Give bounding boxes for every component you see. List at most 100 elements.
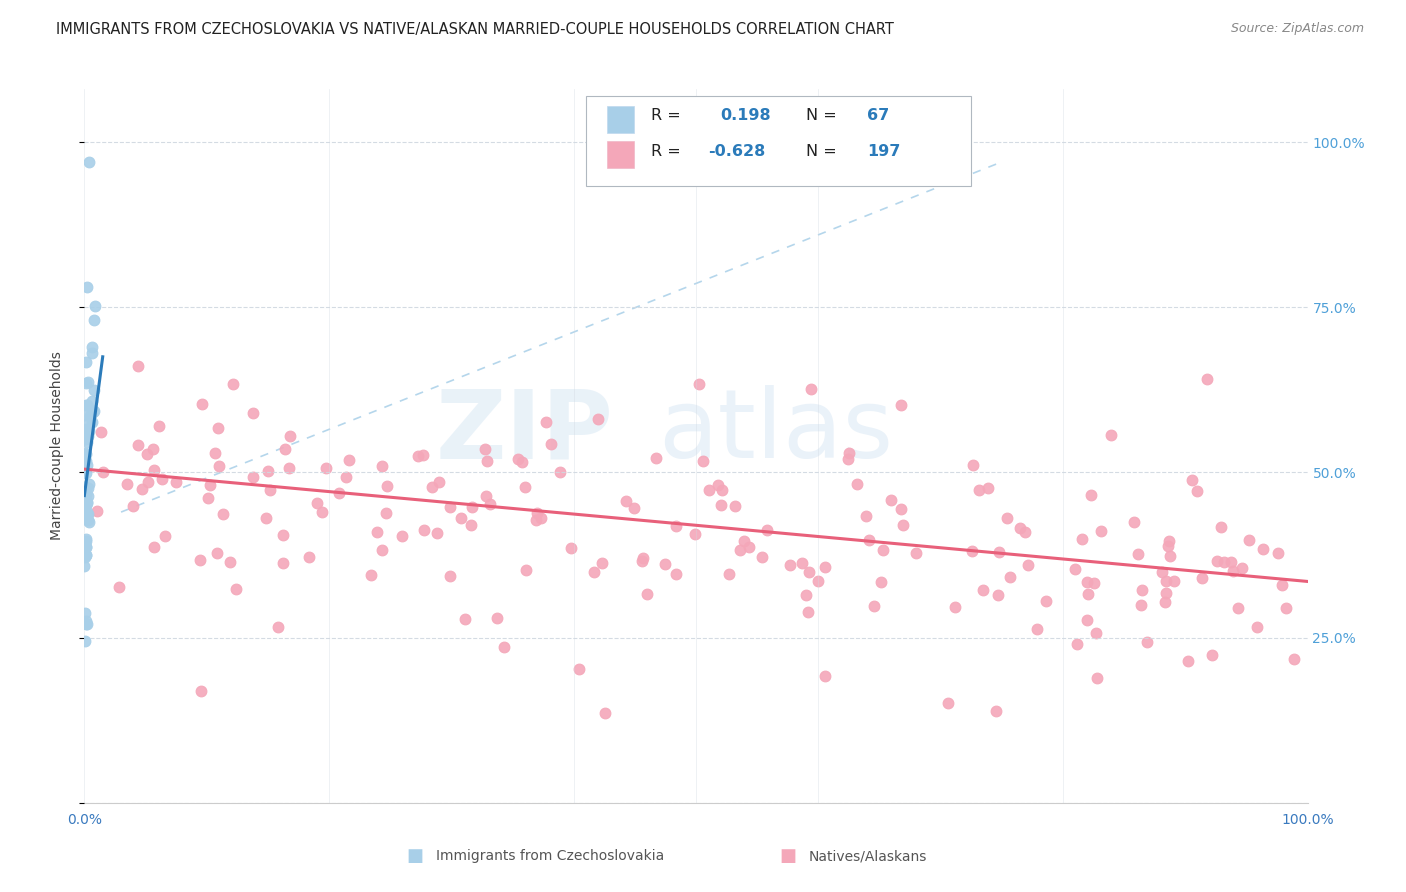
Point xyxy=(515,563,537,577)
Point xyxy=(335,469,357,483)
Point xyxy=(1212,555,1234,569)
Point xyxy=(256,464,278,478)
Point xyxy=(1154,595,1177,609)
Point xyxy=(311,506,333,520)
Point xyxy=(83,383,105,397)
Point xyxy=(75,634,97,648)
Text: Source: ZipAtlas.com: Source: ZipAtlas.com xyxy=(1230,22,1364,36)
Point xyxy=(73,426,96,441)
Point xyxy=(943,599,966,614)
Point xyxy=(219,555,242,569)
Point xyxy=(75,432,97,446)
Point xyxy=(73,483,96,497)
Point xyxy=(1159,549,1181,563)
Point xyxy=(75,548,97,562)
Point xyxy=(75,398,97,412)
Point xyxy=(375,479,398,493)
Point xyxy=(76,508,98,522)
Point xyxy=(420,479,443,493)
Point xyxy=(586,412,609,426)
Point xyxy=(75,614,97,628)
Point xyxy=(1077,587,1099,601)
Point xyxy=(540,437,562,451)
Point xyxy=(165,475,187,490)
FancyBboxPatch shape xyxy=(606,141,634,168)
Point xyxy=(77,516,100,530)
Point xyxy=(190,553,212,567)
Point xyxy=(1201,648,1223,663)
Point xyxy=(1083,576,1105,591)
Point xyxy=(76,489,98,503)
Text: 0.198: 0.198 xyxy=(720,109,770,123)
Point xyxy=(76,425,98,440)
Point xyxy=(75,483,97,498)
Point xyxy=(1084,626,1107,640)
Point xyxy=(79,476,101,491)
Point xyxy=(636,587,658,601)
Point xyxy=(1008,520,1031,534)
Point xyxy=(1181,473,1204,487)
Point xyxy=(1014,524,1036,539)
Point xyxy=(737,541,759,555)
Point xyxy=(1157,539,1180,553)
Point xyxy=(82,404,104,418)
Point xyxy=(76,416,98,430)
Point xyxy=(593,706,616,721)
Point xyxy=(665,518,688,533)
Point xyxy=(998,570,1021,584)
Point xyxy=(412,448,434,462)
Point xyxy=(75,355,97,369)
Point xyxy=(242,470,264,484)
Point xyxy=(904,546,927,560)
Point xyxy=(143,540,166,554)
Point xyxy=(374,506,396,520)
Point xyxy=(77,425,100,440)
Point xyxy=(75,483,97,498)
Point xyxy=(90,425,112,439)
Point xyxy=(880,493,903,508)
Point xyxy=(278,429,301,443)
Point xyxy=(73,480,96,494)
Point xyxy=(711,483,734,498)
Point xyxy=(148,419,170,434)
Point xyxy=(450,510,472,524)
Point xyxy=(524,513,547,527)
Point xyxy=(797,565,820,579)
Point xyxy=(190,683,212,698)
Point xyxy=(1085,672,1108,686)
Point xyxy=(1066,637,1088,651)
Point xyxy=(298,549,321,564)
Point xyxy=(960,544,983,558)
Point xyxy=(807,574,830,589)
Point xyxy=(75,376,97,390)
Point xyxy=(75,495,97,509)
Point xyxy=(1123,515,1146,529)
Point xyxy=(136,446,159,460)
Point xyxy=(1237,533,1260,548)
Point xyxy=(212,507,235,521)
Point xyxy=(1206,554,1229,568)
Point xyxy=(972,582,994,597)
Point xyxy=(77,154,100,169)
Point xyxy=(315,461,337,475)
Point xyxy=(790,556,813,570)
Point xyxy=(77,424,100,438)
Point xyxy=(75,549,97,564)
Point xyxy=(83,299,105,313)
Point xyxy=(366,525,388,540)
Point xyxy=(977,481,1000,495)
Text: IMMIGRANTS FROM CZECHOSLOVAKIA VS NATIVE/ALASKAN MARRIED-COUPLE HOUSEHOLDS CORRE: IMMIGRANTS FROM CZECHOSLOVAKIA VS NATIVE… xyxy=(56,22,894,37)
Point xyxy=(862,599,884,613)
Point xyxy=(986,704,1008,718)
Point xyxy=(814,669,837,683)
Point xyxy=(478,497,501,511)
Point xyxy=(1271,578,1294,592)
Point xyxy=(568,662,591,676)
Point xyxy=(115,477,138,491)
Point xyxy=(75,617,97,632)
Point xyxy=(328,485,350,500)
Point xyxy=(654,557,676,571)
Point xyxy=(461,500,484,515)
Point xyxy=(683,527,706,541)
Point xyxy=(127,438,149,452)
